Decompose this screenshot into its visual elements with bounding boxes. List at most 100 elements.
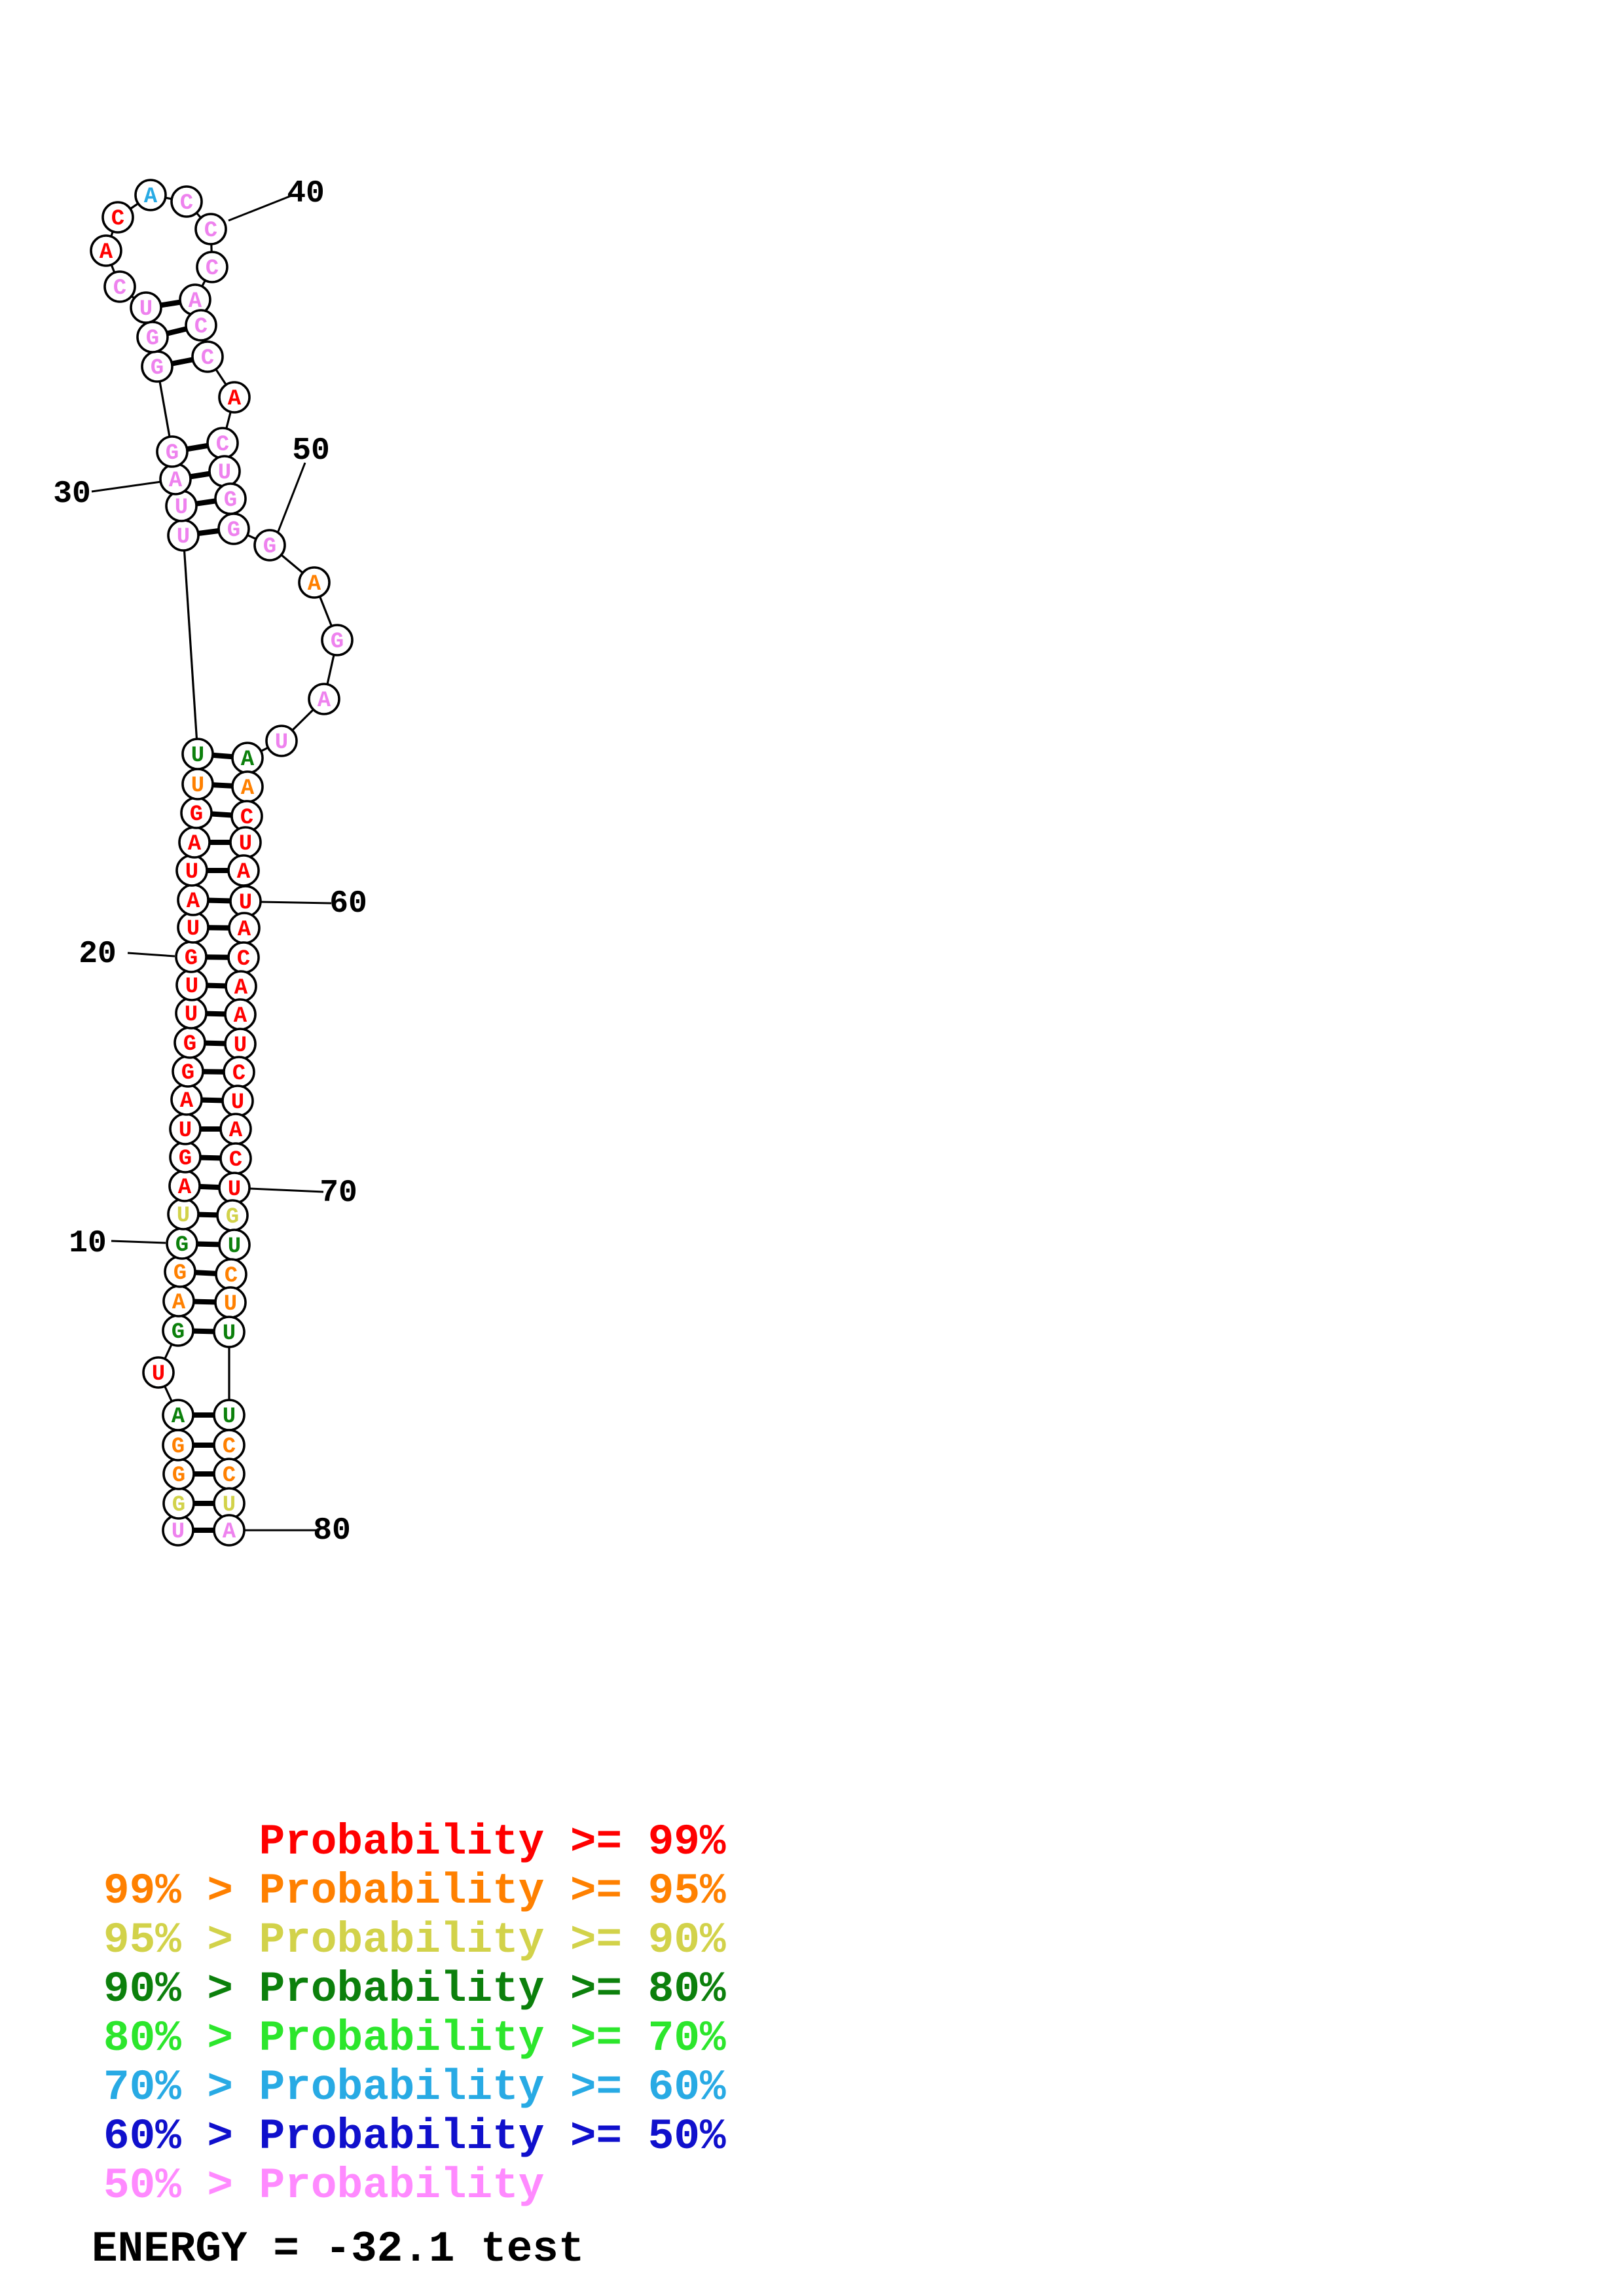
nucleotide-79-U: U [213, 1487, 246, 1520]
nucleotide-16-G: G [172, 1055, 204, 1088]
nucleotide-circle [101, 201, 134, 234]
nucleotide-letter: A [241, 747, 255, 772]
nucleotide-letter: U [239, 891, 252, 916]
nucleotide-33-G: G [136, 321, 169, 353]
nucleotide-letter: A [172, 1405, 185, 1429]
nucleotide-14-U: U [169, 1113, 202, 1145]
nucleotide-36-A: A [90, 234, 122, 267]
nucleotide-63-A: A [225, 970, 257, 1003]
position-label-60: 60 [329, 886, 367, 922]
nucleotide-40-C: C [194, 213, 227, 245]
nucleotide-circle [103, 270, 136, 303]
nucleotide-letter: U [177, 1204, 190, 1229]
nucleotide-circle [265, 725, 298, 757]
nucleotide-20-G: G [175, 941, 208, 973]
nucleotide-46-C: C [206, 427, 239, 459]
nucleotide-letter: U [191, 774, 204, 798]
nucleotide-62-C: C [227, 941, 260, 974]
nucleotide-letter: C [113, 276, 126, 301]
legend-row-2: 99% > Probability >= 95% [103, 1867, 726, 1916]
nucleotide-17-G: G [173, 1026, 206, 1059]
nucleotide-letter: C [240, 806, 253, 831]
nucleotide-25-G: G [180, 797, 213, 829]
nucleotide-letter: U [187, 917, 200, 942]
nucleotide-71-G: G [216, 1199, 249, 1232]
nucleotide-3-G: G [162, 1458, 195, 1490]
nucleotide-56-A: A [231, 770, 264, 803]
nucleotide-48-G: G [214, 482, 247, 515]
nucleotide-circle [321, 624, 354, 656]
nucleotide-circle [191, 340, 224, 373]
nucleotide-letter: A [169, 469, 183, 493]
nucleotide-letter: C [223, 1463, 236, 1488]
legend-row-3: 95% > Probability >= 90% [103, 1916, 726, 1965]
nucleotide-2-G: G [162, 1487, 195, 1520]
nucleotide-letter: G [183, 1032, 196, 1057]
nucleotide-letter: G [172, 1493, 185, 1518]
nucleotide-47-U: U [208, 455, 241, 488]
nucleotide-letter: A [308, 572, 321, 597]
nucleotide-letter: A [100, 240, 113, 265]
nucleotide-letter: U [223, 1493, 236, 1518]
nucleotide-60-U: U [229, 885, 262, 918]
nucleotide-59-A: A [227, 854, 260, 887]
nucleotide-letter: U [177, 525, 190, 550]
nucleotide-letter: G [151, 356, 164, 381]
nucleotide-letter: G [224, 488, 237, 513]
nucleotide-letter: C [225, 1264, 238, 1289]
legend-row-8: 50% > Probability [103, 2161, 544, 2210]
nucleotide-29-U: U [165, 490, 198, 522]
nucleotide-15-A: A [170, 1083, 203, 1116]
nucleotide-letter: G [166, 441, 179, 466]
nucleotide-letter: A [229, 1119, 243, 1143]
nucleotide-35-C: C [103, 270, 136, 303]
nucleotide-letter: U [179, 1119, 192, 1143]
nucleotide-circle [156, 435, 189, 468]
position-label-20: 20 [79, 937, 117, 972]
nucleotide-letter: A [234, 976, 248, 1001]
nucleotide-54-U: U [265, 725, 298, 757]
nucleotide-64-A: A [224, 998, 257, 1031]
nucleotide-37-C: C [101, 201, 134, 234]
nucleotide-letter: U [191, 744, 204, 768]
nucleotide-51-A: A [298, 566, 331, 599]
nucleotide-77-C: C [213, 1429, 246, 1462]
position-label-10: 10 [69, 1226, 107, 1261]
label-line-10 [111, 1240, 166, 1244]
label-line-50 [276, 462, 306, 535]
nucleotide-68-A: A [219, 1113, 252, 1145]
nucleotide-66-C: C [223, 1056, 255, 1088]
nucleotide-80-A: A [213, 1514, 246, 1547]
nucleotide-53-A: A [308, 683, 340, 715]
nucleotide-letter: C [216, 433, 229, 457]
nucleotide-circle [213, 1514, 246, 1547]
position-label-50: 50 [292, 433, 330, 469]
label-line-30 [91, 480, 162, 493]
nucleotide-23-U: U [175, 854, 208, 887]
nucleotide-letter: U [224, 1292, 237, 1317]
nucleotide-letter: U [152, 1362, 165, 1387]
nucleotide-65-U: U [224, 1028, 257, 1060]
nucleotide-letter: A [241, 776, 255, 801]
nucleotide-letter: C [194, 315, 208, 340]
nucleotide-circle [253, 529, 286, 562]
position-label-lines [91, 194, 332, 1532]
nucleotide-34-U: U [130, 291, 162, 324]
nucleotide-letter: U [139, 297, 153, 322]
nucleotide-circle [130, 291, 162, 324]
nucleotide-letter: G [173, 1261, 187, 1286]
legend-row-1: Probability >= 99% [259, 1818, 726, 1867]
legend-row-7: 60% > Probability >= 50% [103, 2112, 726, 2161]
label-line-40 [228, 194, 292, 222]
nucleotide-circle [196, 251, 228, 283]
nucleotide-letter: G [172, 1463, 185, 1488]
label-line-60 [261, 901, 332, 905]
nucleotide-letter: G [172, 1435, 185, 1460]
nucleotide-52-G: G [321, 624, 354, 656]
position-label-40: 40 [287, 176, 325, 211]
energy-text: ENERGY = -32.1 test [92, 2225, 585, 2274]
nucleotide-39-C: C [170, 185, 203, 218]
nucleotide-circle [213, 1316, 246, 1348]
nucleotide-letter: G [181, 1061, 194, 1086]
